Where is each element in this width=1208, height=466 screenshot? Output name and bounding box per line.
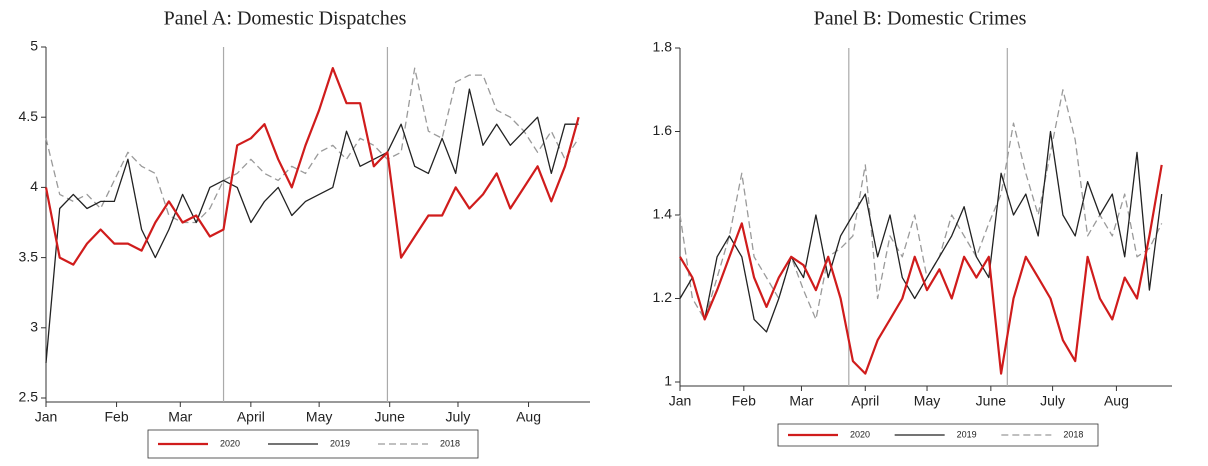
legend-label: 2020 bbox=[850, 429, 870, 439]
series-line bbox=[45, 67, 580, 224]
x-tick-label: Feb bbox=[104, 409, 128, 425]
x-tick-label: July bbox=[446, 409, 471, 425]
x-tick-label: Mar bbox=[789, 393, 813, 409]
x-tick-label: Jan bbox=[669, 393, 692, 409]
y-tick-label: 3.5 bbox=[19, 248, 39, 264]
y-tick-label: 5 bbox=[30, 38, 38, 54]
y-tick-label: 1.8 bbox=[653, 39, 673, 55]
x-tick-label: Aug bbox=[1104, 393, 1129, 409]
y-tick-label: 1.6 bbox=[653, 122, 673, 138]
series-line bbox=[45, 88, 579, 363]
y-tick-label: 4.5 bbox=[19, 108, 39, 124]
x-tick-label: Mar bbox=[168, 409, 192, 425]
legend-label: 2018 bbox=[440, 438, 460, 448]
x-tick-label: Jan bbox=[35, 409, 58, 425]
x-tick-label: June bbox=[375, 409, 406, 425]
x-tick-label: Feb bbox=[732, 393, 756, 409]
panel-title: Panel A: Domestic Dispatches bbox=[164, 8, 407, 30]
y-tick-label: 1 bbox=[664, 373, 672, 389]
x-tick-label: April bbox=[237, 409, 265, 425]
x-tick-label: July bbox=[1040, 393, 1065, 409]
y-tick-label: 1.2 bbox=[653, 289, 673, 305]
y-tick-label: 4 bbox=[30, 178, 38, 194]
panel-title: Panel B: Domestic Crimes bbox=[814, 8, 1027, 30]
legend-label: 2019 bbox=[330, 438, 350, 448]
y-tick-label: 1.4 bbox=[653, 206, 673, 222]
legend-label: 2019 bbox=[957, 429, 977, 439]
series-line bbox=[679, 164, 1163, 375]
x-tick-label: June bbox=[976, 393, 1007, 409]
legend-label: 2020 bbox=[220, 438, 240, 448]
x-tick-label: May bbox=[914, 393, 940, 409]
y-tick-label: 2.5 bbox=[19, 389, 39, 405]
legend-label: 2018 bbox=[1063, 429, 1083, 439]
x-tick-label: Aug bbox=[516, 409, 541, 425]
x-tick-label: May bbox=[306, 409, 332, 425]
series-line bbox=[679, 89, 1163, 321]
y-tick-label: 3 bbox=[30, 319, 38, 335]
series-line bbox=[679, 130, 1163, 333]
x-tick-label: April bbox=[851, 393, 879, 409]
series-line bbox=[44, 67, 580, 266]
